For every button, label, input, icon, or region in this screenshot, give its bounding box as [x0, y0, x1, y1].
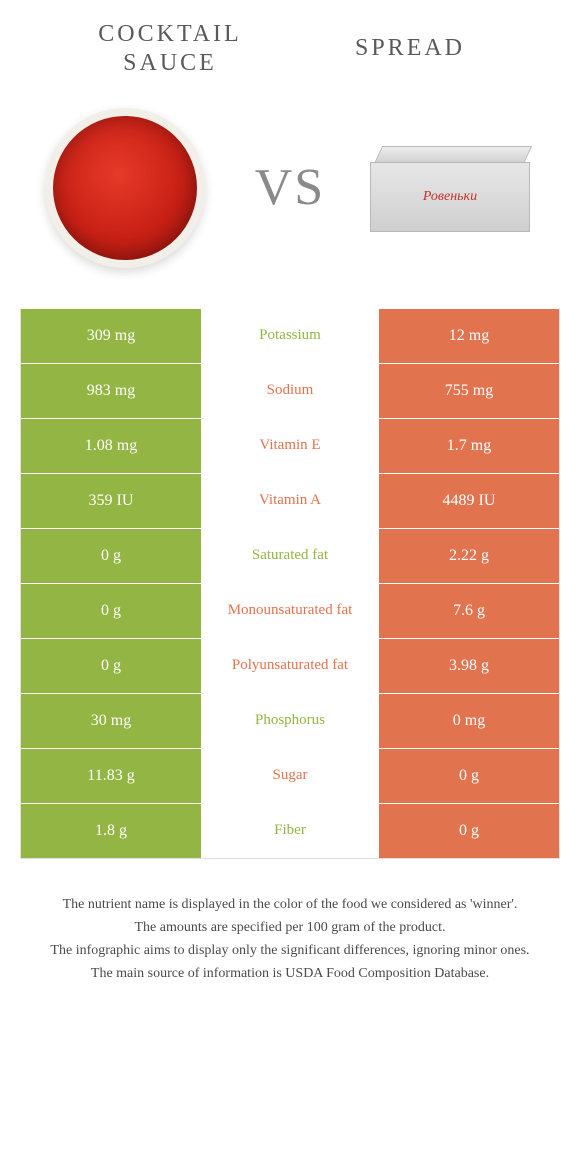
left-value: 0 g: [21, 529, 201, 583]
table-row: 983 mgSodium755 mg: [21, 363, 559, 418]
nutrient-label: Fiber: [201, 804, 379, 858]
table-row: 0 gSaturated fat2.22 g: [21, 528, 559, 583]
nutrient-label: Potassium: [201, 309, 379, 363]
right-value: 12 mg: [379, 309, 559, 363]
left-value: 1.08 mg: [21, 419, 201, 473]
footer-line: The infographic aims to display only the…: [40, 940, 540, 961]
right-value: 3.98 g: [379, 639, 559, 693]
left-value: 30 mg: [21, 694, 201, 748]
left-value: 359 IU: [21, 474, 201, 528]
spread-image: Ровеньки: [370, 103, 540, 273]
nutrient-label: Phosphorus: [201, 694, 379, 748]
spread-box-icon: Ровеньки: [370, 138, 540, 238]
footer-line: The main source of information is USDA F…: [40, 963, 540, 984]
table-row: 0 gMonounsaturated fat7.6 g: [21, 583, 559, 638]
right-value: 755 mg: [379, 364, 559, 418]
nutrient-label: Vitamin A: [201, 474, 379, 528]
footer-notes: The nutrient name is displayed in the co…: [0, 859, 580, 984]
table-row: 359 IUVitamin A4489 IU: [21, 473, 559, 528]
right-value: 0 g: [379, 804, 559, 858]
table-row: 30 mgPhosphorus0 mg: [21, 693, 559, 748]
left-value: 983 mg: [21, 364, 201, 418]
comparison-table: 309 mgPotassium12 mg983 mgSodium755 mg1.…: [20, 308, 560, 859]
left-value: 0 g: [21, 584, 201, 638]
nutrient-label: Polyunsaturated fat: [201, 639, 379, 693]
table-row: 309 mgPotassium12 mg: [21, 308, 559, 363]
nutrient-label: Vitamin E: [201, 419, 379, 473]
right-value: 2.22 g: [379, 529, 559, 583]
images-row: VS Ровеньки: [0, 88, 580, 308]
nutrient-label: Monounsaturated fat: [201, 584, 379, 638]
right-value: 0 g: [379, 749, 559, 803]
right-value: 0 mg: [379, 694, 559, 748]
footer-line: The amounts are specified per 100 gram o…: [40, 917, 540, 938]
right-value: 4489 IU: [379, 474, 559, 528]
left-value: 11.83 g: [21, 749, 201, 803]
title-left: COCKTAIL SAUCE: [50, 20, 290, 78]
table-row: 11.83 gSugar0 g: [21, 748, 559, 803]
sauce-bowl-icon: [45, 108, 205, 268]
left-value: 0 g: [21, 639, 201, 693]
table-row: 0 gPolyunsaturated fat3.98 g: [21, 638, 559, 693]
footer-line: The nutrient name is displayed in the co…: [40, 894, 540, 915]
vs-label: VS: [255, 158, 325, 217]
cocktail-sauce-image: [40, 103, 210, 273]
left-value: 309 mg: [21, 309, 201, 363]
nutrient-label: Saturated fat: [201, 529, 379, 583]
left-value: 1.8 g: [21, 804, 201, 858]
title-right: SPREAD: [290, 34, 530, 63]
table-row: 1.8 gFiber0 g: [21, 803, 559, 858]
table-row: 1.08 mgVitamin E1.7 mg: [21, 418, 559, 473]
nutrient-label: Sugar: [201, 749, 379, 803]
nutrient-label: Sodium: [201, 364, 379, 418]
right-value: 7.6 g: [379, 584, 559, 638]
header: COCKTAIL SAUCE SPREAD: [0, 0, 580, 88]
right-value: 1.7 mg: [379, 419, 559, 473]
